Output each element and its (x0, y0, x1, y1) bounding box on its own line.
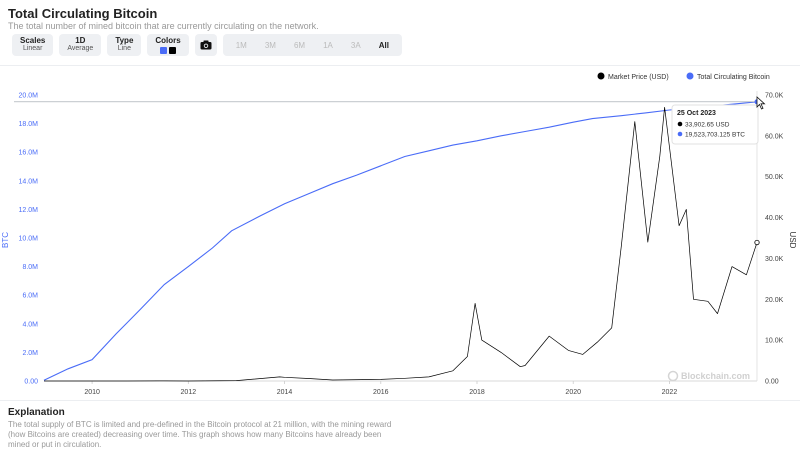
type-value: Line (117, 45, 131, 52)
y-left-tick-label: 10.0M (19, 236, 39, 243)
y-left-tick-label: 14.0M (19, 178, 39, 185)
chart-legend: Market Price (USD) Total Circulating Bit… (597, 72, 770, 81)
time-range-selector: 1M 3M 6M 1A 3A All (222, 34, 402, 56)
tooltip-box (671, 104, 759, 145)
watermark-text: Blockchain.com (681, 371, 750, 381)
tooltip-price: 33,902.65 USD (685, 122, 730, 129)
range-all[interactable]: All (378, 40, 389, 50)
range-6m[interactable]: 6M (293, 40, 306, 50)
y-left-tick-label: 20.0M (19, 93, 39, 100)
average-button[interactable]: 1D Average (59, 34, 102, 56)
scales-button[interactable]: Scales Linear (12, 34, 54, 56)
legend-label-price[interactable]: Market Price (USD) (608, 74, 669, 81)
series-line-market-price[interactable] (44, 106, 758, 382)
range-3a[interactable]: 3A (350, 40, 361, 50)
y-left-tick-label: 8.0M (22, 264, 38, 271)
type-title: Type (115, 36, 134, 45)
series-line-total-circulating-bitcoin[interactable] (43, 101, 758, 381)
chart-tooltip: 25 Oct 2023 33,902.65 USD 19,523,703.125… (671, 104, 759, 145)
header-divider (0, 65, 800, 66)
x-tick-label: 2020 (565, 389, 581, 396)
y-left-tick-label: 16.0M (19, 150, 39, 157)
y-right-tick-label: 20.0K (765, 297, 784, 304)
y-right-tick-label: 50.0K (765, 174, 784, 181)
y-right-tick-label: 70.0K (765, 93, 784, 100)
colors-button[interactable]: Colors (147, 34, 189, 56)
range-3m[interactable]: 3M (264, 40, 276, 50)
page-title: Total Circulating Bitcoin (8, 6, 158, 21)
average-value: Average (67, 45, 94, 52)
y-left-axis-label: BTC (1, 232, 10, 248)
y-left-tick-label: 0.00 (24, 379, 38, 386)
camera-icon (200, 40, 212, 50)
colors-title: Colors (155, 35, 181, 45)
page-subtitle: The total number of mined bitcoin that a… (8, 21, 319, 31)
average-title: 1D (75, 36, 86, 45)
type-button[interactable]: Type Line (107, 34, 142, 56)
tooltip-supply-dot (677, 131, 683, 137)
tooltip-supply: 19,523,703.125 BTC (685, 132, 745, 139)
screenshot-button[interactable] (194, 34, 217, 56)
explanation-title: Explanation (8, 407, 65, 418)
chart-divider (0, 400, 800, 401)
y-left-tick-label: 6.0M (22, 293, 38, 300)
y-left-tick-label: 18.0M (19, 121, 39, 128)
color-swatch-black (169, 46, 177, 54)
x-tick-label: 2016 (373, 389, 389, 396)
color-swatch-blue (160, 46, 168, 54)
legend-label-supply[interactable]: Total Circulating Bitcoin (697, 74, 770, 81)
bitcoin-chart[interactable]: 0.00 2.0M 4.0M 6.0M 8.0M 10.0M 12.0M 14.0M 16.0M… (0, 66, 800, 400)
scales-title: Scales (20, 36, 46, 45)
tooltip-date: 25 Oct 2023 (677, 110, 716, 117)
y-right-tick-label: 10.0K (765, 338, 784, 345)
y-left-tick-label: 2.0M (22, 350, 38, 357)
legend-dot-price (597, 72, 605, 80)
x-tick-label: 2022 (662, 389, 678, 396)
range-1m[interactable]: 1M (235, 40, 247, 50)
legend-dot-supply (686, 72, 694, 80)
y-left-tick-label: 12.0M (19, 207, 39, 214)
watermark: Blockchain.com (667, 370, 750, 382)
explanation-text: The total supply of BTC is limited and p… (8, 420, 392, 449)
y-right-tick-label: 60.0K (765, 133, 784, 140)
x-tick-label: 2018 (469, 389, 485, 396)
x-tick-label: 2012 (181, 389, 197, 396)
y-left-tick-label: 4.0M (22, 321, 38, 328)
range-1a[interactable]: 1A (323, 40, 333, 50)
chart-toolbar: Scales Linear 1D Average Type Line Color… (12, 34, 402, 56)
cursor-icon (756, 96, 766, 110)
hover-point-price (754, 239, 760, 246)
tooltip-price-dot (677, 121, 683, 127)
y-right-axis-label: USD (788, 232, 797, 249)
y-right-tick-label: 40.0K (765, 215, 784, 222)
y-right-tick-label: 0.00 (765, 379, 779, 386)
x-tick-label: 2010 (84, 389, 100, 396)
y-right-tick-label: 30.0K (765, 256, 784, 263)
scales-value: Linear (22, 45, 43, 52)
x-tick-label: 2014 (277, 389, 293, 396)
